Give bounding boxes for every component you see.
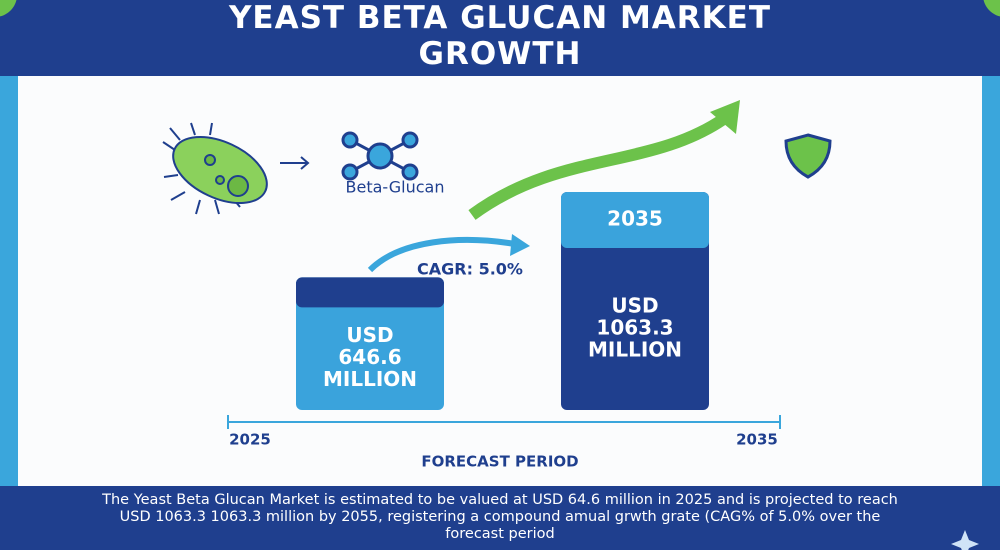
shield-icon <box>784 133 832 179</box>
axis-end-label: 2035 <box>736 431 778 449</box>
sparkle <box>951 530 979 550</box>
molecule-icon <box>341 131 419 181</box>
bar-cap <box>561 192 709 248</box>
cagr-arrow <box>367 236 516 273</box>
cagr-label: CAGR: 5.0% <box>417 260 523 279</box>
growth-arrowhead <box>710 100 740 134</box>
bar-label: 1063.3 <box>596 316 673 340</box>
title: YEAST BETA GLUCAN MARKET GROWTH <box>228 0 771 72</box>
arrow <box>280 156 310 170</box>
footer-text: The Yeast Beta Glucan Market is estimate… <box>102 492 898 542</box>
bar-label: MILLION <box>588 338 682 362</box>
header-band <box>0 0 1000 76</box>
bacterium-icon <box>162 122 268 215</box>
growth-arrow <box>468 113 729 220</box>
content-area <box>18 76 982 486</box>
cagr-arrowhead <box>510 234 530 256</box>
bar <box>296 277 444 410</box>
bar-label: USD <box>611 294 658 318</box>
bar-tag: 2035 <box>607 207 663 231</box>
axis-title: FORECAST PERIOD <box>421 453 578 471</box>
molecule-label: Beta-Glucan <box>346 178 445 197</box>
footer-band <box>0 486 1000 550</box>
bar-label: USD <box>346 323 393 347</box>
corner-deco <box>0 0 17 17</box>
corner-deco <box>983 0 1000 17</box>
bar-label: 646.6 <box>338 345 401 369</box>
axis-start: 2025 <box>229 431 271 449</box>
bar-label: MILLION <box>323 367 417 391</box>
bar-cap <box>296 277 444 308</box>
